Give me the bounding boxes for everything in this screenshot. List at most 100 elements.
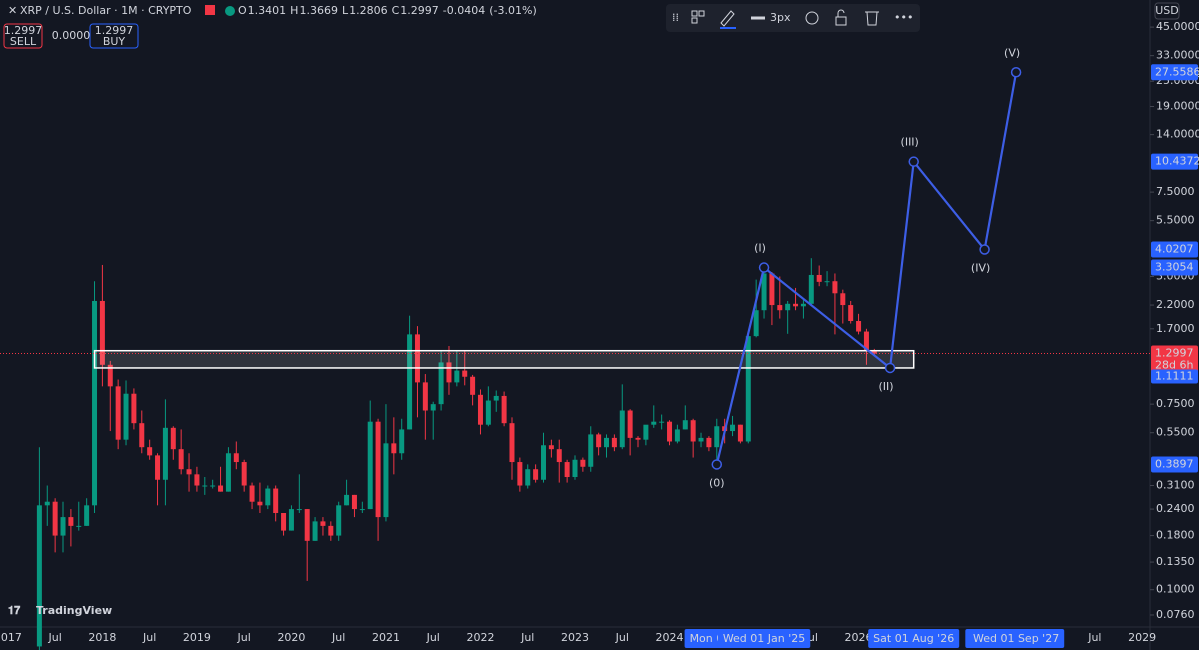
candle-body <box>627 410 633 438</box>
buy-button[interactable] <box>89 23 139 49</box>
wave-label: (0) <box>709 476 725 489</box>
time-tag: Wed 01 Sep '27 <box>967 629 1065 648</box>
candle-body <box>170 427 176 450</box>
y-tick-label: 14.0000 <box>1156 128 1199 141</box>
candle-body <box>296 509 302 511</box>
template-icon[interactable] <box>691 10 698 17</box>
lock-icon[interactable] <box>835 16 847 26</box>
price-tag-label: 4.0207 <box>1155 243 1194 256</box>
pen-icon[interactable] <box>720 10 735 27</box>
y-tick-label: 5.5000 <box>1156 214 1195 227</box>
candle-body <box>832 281 838 294</box>
candle-body <box>375 421 381 518</box>
candle-body <box>611 437 617 448</box>
ohlc-key: H <box>290 4 298 17</box>
wave-label: (V) <box>1004 46 1020 59</box>
current-price-tag <box>1151 345 1198 374</box>
candle-body <box>572 459 578 478</box>
x-tick-label: 2017 <box>0 631 22 644</box>
candle-body <box>777 305 783 311</box>
x-tick-label: 2021 <box>372 631 400 644</box>
candle-body <box>619 410 625 448</box>
candle-body <box>485 400 491 425</box>
price-tag-label: 3.3054 <box>1155 261 1194 274</box>
candle-body <box>52 501 58 536</box>
candle-body <box>178 449 184 470</box>
currency-box[interactable] <box>1154 2 1180 20</box>
wave-label: (I) <box>754 242 766 255</box>
candle-body <box>336 505 342 536</box>
drag-handle[interactable]: ⁞⁞ <box>672 11 679 24</box>
candle-body <box>225 453 231 492</box>
candle-body <box>501 395 507 424</box>
wave-line <box>715 72 1018 465</box>
candle-body <box>816 274 822 282</box>
candle-body <box>76 525 82 527</box>
ohlc-key: L <box>342 4 349 17</box>
wave-point <box>884 362 896 374</box>
candle-body <box>509 423 515 463</box>
candle-body <box>155 455 161 480</box>
symbol-title: XRP / U.S. Dollar · 1M · CRYPTO <box>20 4 192 17</box>
close-icon[interactable]: ✕ <box>8 4 17 17</box>
delete-icon[interactable] <box>865 11 879 26</box>
candle-body <box>493 395 499 401</box>
wave-point <box>1010 67 1022 78</box>
candle-body <box>438 362 444 405</box>
candle-body <box>525 469 531 486</box>
candle-body <box>446 362 452 383</box>
price-tag-label-front: 1.1111 <box>1155 370 1194 383</box>
candle-body <box>328 525 334 536</box>
candle-body <box>714 426 720 448</box>
candle-body <box>288 509 294 531</box>
candle-body <box>651 421 657 425</box>
candle-body <box>162 427 168 480</box>
x-tick-label: 2022 <box>466 631 494 644</box>
template-icon-2 <box>698 10 705 17</box>
candle-body <box>690 420 696 442</box>
candle-body <box>186 469 192 475</box>
ohlc-key: C <box>392 4 400 17</box>
candle-body <box>210 485 216 487</box>
status-dot <box>225 6 235 16</box>
candle-body <box>604 437 610 448</box>
y-tick-label: 7.5000 <box>1156 185 1195 198</box>
price-tag <box>1151 64 1198 81</box>
settings-icon[interactable] <box>805 11 819 25</box>
candle-body <box>99 300 105 365</box>
candle-body <box>273 488 279 514</box>
buy-price: 1.2997 <box>95 24 134 37</box>
more-icon[interactable]: ••• <box>894 11 913 24</box>
candle-body <box>367 421 373 510</box>
y-tick-label: 0.1800 <box>1156 529 1195 542</box>
candle-body <box>383 443 389 518</box>
candle-body <box>564 462 570 478</box>
candle-body <box>399 429 405 454</box>
candle-body <box>588 434 594 467</box>
candle-body <box>698 437 704 442</box>
candle-body <box>60 517 66 536</box>
sell-button[interactable] <box>3 23 43 49</box>
y-tick-label: 0.3100 <box>1156 479 1195 492</box>
candle-body <box>44 501 50 506</box>
candle-body <box>194 474 200 486</box>
y-tick-label: 1.7000 <box>1156 322 1195 335</box>
flag-icon[interactable] <box>205 5 215 15</box>
wave-label: (III) <box>901 136 919 149</box>
y-tick-label: 0.5500 <box>1156 426 1195 439</box>
candle-body <box>800 303 806 307</box>
time-tag-bg <box>717 629 811 648</box>
current-price-label: 1.2997 <box>1155 347 1194 360</box>
spread: 0.0000 <box>52 29 91 42</box>
candle-body <box>139 423 145 448</box>
wave-label: (II) <box>879 380 894 393</box>
candle-body <box>517 462 523 486</box>
time-tag: Wed 01 Jan '25 <box>717 629 811 648</box>
candle-body <box>265 488 271 506</box>
y-tick-label: 0.2400 <box>1156 502 1195 515</box>
candle-body <box>596 434 602 448</box>
candle-body <box>856 321 862 332</box>
time-tag-label: Wed 01 Jan '25 <box>723 632 805 645</box>
candle-body <box>769 273 775 306</box>
